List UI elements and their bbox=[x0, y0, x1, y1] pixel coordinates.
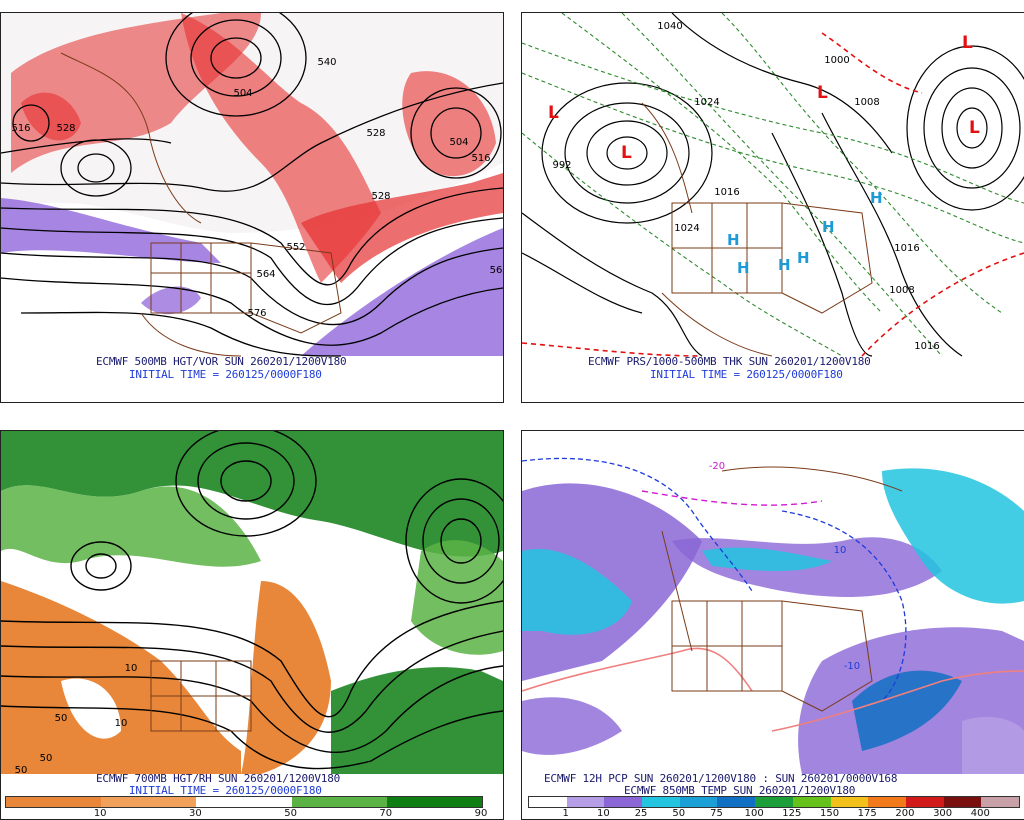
rh-colorbar-ticks: 10 30 50 70 90 bbox=[5, 808, 488, 819]
colorbar-tick-label: 400 bbox=[970, 808, 990, 819]
pressure-map: 1040 1024 1000 1008 992 1016 1024 1016 1… bbox=[522, 13, 1024, 357]
precip-colorbar-ticks: 1 10 25 50 75 100 125 150 175 200 300 400 bbox=[528, 808, 1018, 819]
colorbar-swatch bbox=[642, 797, 680, 807]
contour-label: 564 bbox=[256, 269, 275, 280]
contour-label: 516 bbox=[11, 123, 30, 134]
colorbar-tick-label: 10 bbox=[597, 808, 610, 819]
colorbar-tick-label: 200 bbox=[895, 808, 915, 819]
contour-label: 528 bbox=[366, 128, 385, 139]
contour-label: 516 bbox=[471, 153, 490, 164]
contour-label: 50 bbox=[40, 753, 53, 764]
rh-colorbar bbox=[5, 796, 483, 808]
contour-label: 50 bbox=[55, 713, 68, 724]
colorbar-tick-label: 1 bbox=[562, 808, 569, 819]
panel-title: ECMWF 500MB HGT/VOR SUN 260201/1200V180 bbox=[96, 355, 347, 368]
colorbar-swatch bbox=[717, 797, 756, 807]
colorbar-tick-label: 10 bbox=[93, 808, 107, 819]
panel-500mb-vorticity: 516 528 504 528 516 504 528 552 564 576 … bbox=[0, 12, 504, 403]
contour-label: 540 bbox=[317, 57, 336, 68]
colorbar-swatch bbox=[905, 797, 944, 807]
panel-pressure-thickness: 1040 1024 1000 1008 992 1016 1024 1016 1… bbox=[521, 12, 1024, 403]
vorticity-map: 516 528 504 528 516 504 528 552 564 576 … bbox=[1, 13, 503, 357]
colorbar-tick-label: 300 bbox=[933, 808, 953, 819]
panel-title: ECMWF 700MB HGT/RH SUN 260201/1200V180 bbox=[96, 772, 341, 785]
low-pressure-symbol: L bbox=[548, 103, 559, 123]
high-pressure-symbol: H bbox=[822, 218, 835, 236]
contour-label: 1024 bbox=[674, 223, 699, 234]
contour-label: -10 bbox=[844, 661, 860, 672]
colorbar-tick-label: 100 bbox=[744, 808, 764, 819]
colorbar-tick-label: 175 bbox=[857, 808, 877, 819]
contour-label: 10 bbox=[115, 718, 128, 729]
contour-label: 528 bbox=[371, 191, 390, 202]
contour-label: 504 bbox=[449, 137, 468, 148]
contour-label: 1040 bbox=[657, 21, 682, 32]
contour-label: 1016 bbox=[714, 187, 739, 198]
colorbar-tick-label: 125 bbox=[782, 808, 802, 819]
contour-label: 1016 bbox=[894, 243, 919, 254]
contour-label: 1024 bbox=[694, 97, 719, 108]
colorbar-swatch bbox=[604, 797, 643, 807]
contour-label: 10 bbox=[125, 663, 138, 674]
colorbar-tick-label: 90 bbox=[474, 808, 488, 819]
contour-label: 56 bbox=[490, 265, 503, 276]
colorbar-swatch bbox=[868, 797, 906, 807]
colorbar-swatch bbox=[792, 797, 831, 807]
high-pressure-symbol: H bbox=[778, 256, 791, 274]
contour-label: 1016 bbox=[914, 341, 939, 352]
contour-label: 552 bbox=[286, 242, 305, 253]
colorbar-tick-label: 50 bbox=[284, 808, 297, 819]
colorbar-tick-label: 70 bbox=[379, 808, 393, 819]
contour-label: 576 bbox=[247, 308, 266, 319]
low-pressure-symbol: L bbox=[817, 83, 828, 103]
colorbar-swatch bbox=[830, 797, 869, 807]
high-pressure-symbol: H bbox=[737, 259, 750, 277]
high-pressure-symbol: H bbox=[797, 249, 810, 267]
colorbar-swatch bbox=[6, 797, 102, 807]
colorbar-swatch bbox=[386, 797, 482, 807]
contour-label: 504 bbox=[233, 88, 252, 99]
colorbar-tick-label: 150 bbox=[819, 808, 840, 819]
colorbar-swatch bbox=[679, 797, 718, 807]
contour-label: -20 bbox=[709, 461, 725, 472]
high-pressure-symbol: H bbox=[727, 231, 740, 249]
colorbar-swatch bbox=[101, 797, 197, 807]
contour-label: 1000 bbox=[824, 55, 849, 66]
high-pressure-symbol: H bbox=[870, 189, 883, 207]
colorbar-swatch bbox=[943, 797, 982, 807]
colorbar-swatch bbox=[529, 797, 567, 807]
contour-label: 1008 bbox=[889, 285, 914, 296]
colorbar-swatch bbox=[755, 797, 793, 807]
colorbar-swatch bbox=[291, 797, 387, 807]
colorbar-tick-label: 30 bbox=[189, 808, 202, 819]
colorbar-swatch bbox=[196, 797, 292, 807]
contour-label: 1008 bbox=[854, 97, 879, 108]
low-pressure-symbol: L bbox=[969, 118, 980, 138]
panel-subtitle: ECMWF 850MB TEMP SUN 260201/1200V180 bbox=[624, 784, 856, 797]
initial-time: INITIAL TIME = 260125/0000F180 bbox=[650, 368, 843, 381]
low-pressure-symbol: L bbox=[962, 33, 973, 53]
low-pressure-symbol: L bbox=[621, 143, 632, 163]
precip-colorbar bbox=[528, 796, 1020, 808]
contour-label: 992 bbox=[552, 160, 571, 171]
colorbar-swatch bbox=[981, 797, 1019, 807]
panel-title: ECMWF PRS/1000-500MB THK SUN 260201/1200… bbox=[588, 355, 871, 368]
colorbar-swatch bbox=[566, 797, 605, 807]
initial-time: INITIAL TIME = 260125/0000F180 bbox=[129, 368, 322, 381]
initial-time: INITIAL TIME = 260125/0000F180 bbox=[129, 784, 322, 797]
panel-700mb-rh: 50 10 50 10 50 ECMWF 700MB HGT/RH SUN 26… bbox=[0, 430, 504, 820]
panel-precip-850temp: -20 10 -10 ECMWF 12H PCP SUN 260201/1200… bbox=[521, 430, 1024, 820]
contour-label: 50 bbox=[15, 765, 28, 776]
precipitation-map: -20 10 -10 bbox=[522, 431, 1024, 774]
humidity-map: 50 10 50 10 50 bbox=[1, 431, 503, 776]
contour-label: 10 bbox=[834, 545, 847, 556]
contour-label: 528 bbox=[56, 123, 75, 134]
colorbar-tick-label: 75 bbox=[710, 808, 723, 819]
colorbar-tick-label: 25 bbox=[634, 808, 648, 819]
colorbar-tick-label: 50 bbox=[672, 808, 686, 819]
panel-title: ECMWF 12H PCP SUN 260201/1200V180 : SUN … bbox=[544, 772, 898, 785]
